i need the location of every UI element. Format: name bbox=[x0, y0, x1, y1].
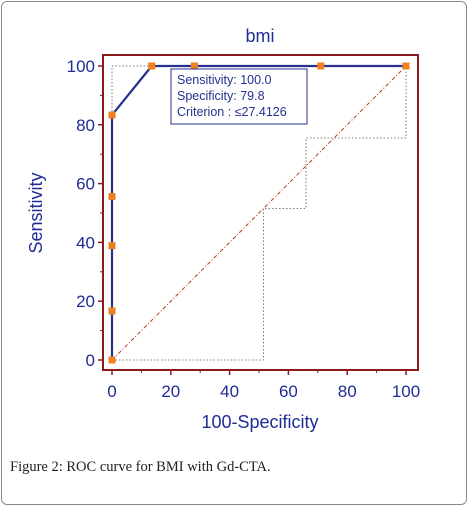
y-tick-label: 100 bbox=[67, 57, 95, 76]
annotation-line: Specificity: 79.8 bbox=[177, 89, 265, 103]
y-tick-label: 0 bbox=[86, 351, 95, 370]
y-tick-label: 60 bbox=[76, 175, 95, 194]
roc-point-marker bbox=[108, 242, 116, 250]
roc-point-marker bbox=[148, 62, 156, 70]
x-tick-label: 40 bbox=[220, 382, 239, 401]
annotation-box bbox=[170, 68, 308, 125]
roc-point-marker bbox=[108, 111, 116, 119]
chart-title: bmi bbox=[245, 26, 274, 46]
caption-label: Figure 2: bbox=[10, 459, 63, 475]
roc-point-marker bbox=[190, 62, 198, 70]
lower-confidence-bound bbox=[112, 66, 407, 361]
caption-text: ROC curve for BMI with Gd-CTA. bbox=[62, 459, 271, 475]
roc-point-marker bbox=[108, 193, 116, 201]
x-tick-label: 0 bbox=[107, 382, 116, 401]
figure-caption: Figure 2: ROC curve for BMI with Gd-CTA. bbox=[10, 459, 271, 476]
y-axis-label: Sensitivity bbox=[26, 172, 46, 253]
annotation-line: Criterion : ≤27.4126 bbox=[177, 105, 287, 119]
x-tick-label: 60 bbox=[279, 382, 298, 401]
roc-point-marker bbox=[317, 62, 325, 70]
x-tick-label: 100 bbox=[392, 382, 420, 401]
y-tick-label: 20 bbox=[76, 292, 95, 311]
y-tick-label: 80 bbox=[76, 116, 95, 135]
y-tick-label: 40 bbox=[76, 233, 95, 252]
x-tick-label: 20 bbox=[161, 382, 180, 401]
reference-diagonal bbox=[111, 65, 407, 361]
x-axis-label: 100-Specificity bbox=[201, 412, 318, 432]
roc-point-marker bbox=[402, 62, 410, 70]
roc-point-marker bbox=[108, 307, 116, 315]
annotation-line: Sensitivity: 100.0 bbox=[177, 73, 272, 87]
x-tick-label: 80 bbox=[338, 382, 357, 401]
roc-point-marker bbox=[108, 356, 116, 364]
